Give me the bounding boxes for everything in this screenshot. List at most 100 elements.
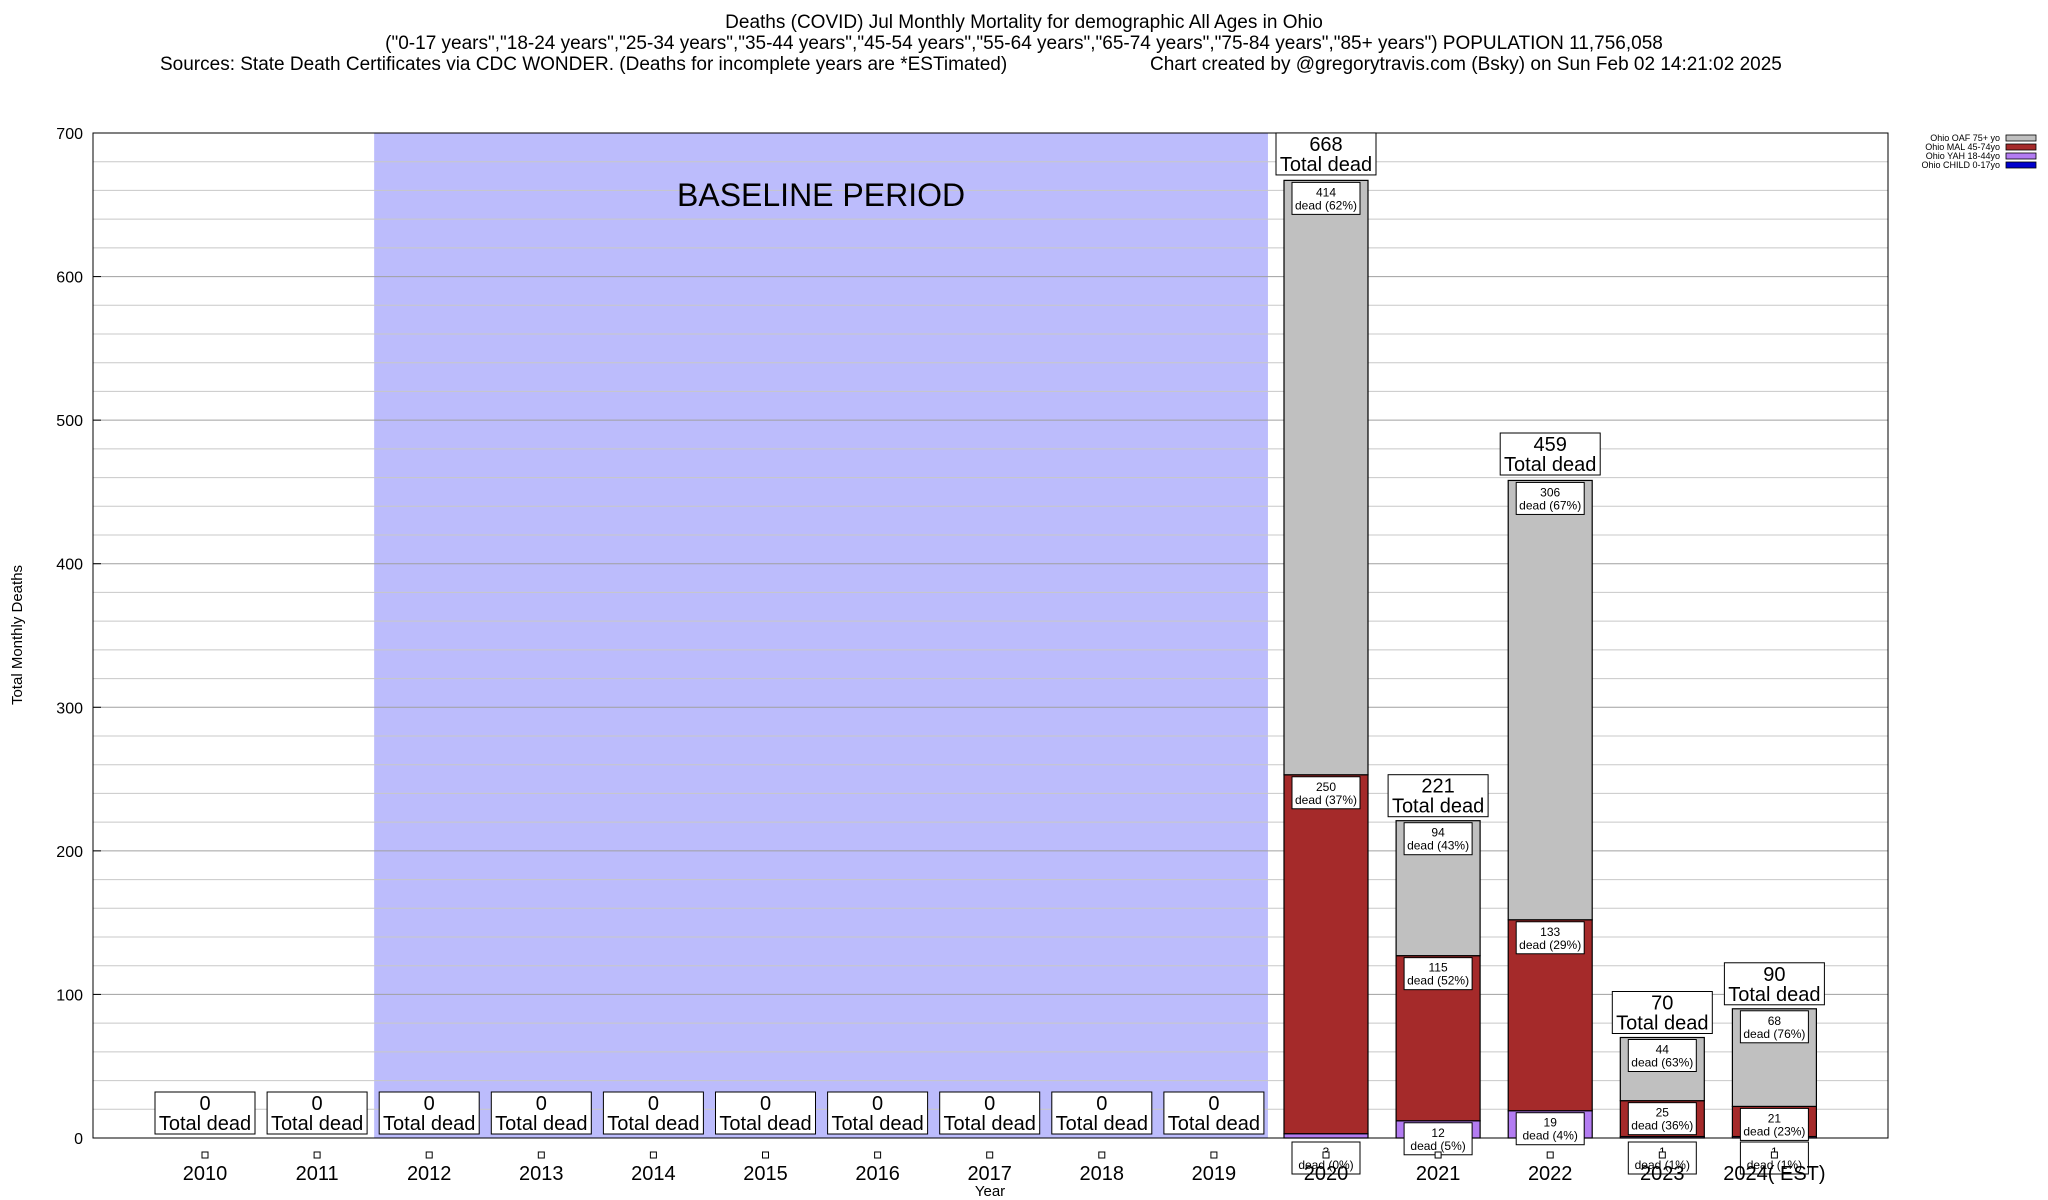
segment-pct-label: dead (63%) — [1631, 1056, 1693, 1070]
x-tick-label: 2013 — [519, 1163, 564, 1185]
legend-swatch — [2005, 152, 2037, 160]
segment-label-box — [1627, 1039, 1697, 1072]
legend-swatch — [2005, 134, 2037, 142]
total-dead-label: Total dead — [159, 1113, 251, 1135]
total-label-box — [602, 1091, 704, 1135]
legend-swatch — [2005, 143, 2037, 151]
segment-value-label: 306 — [1540, 485, 1560, 499]
total-value-label: 70 — [1651, 993, 1673, 1015]
x-tick-marker — [1322, 1151, 1330, 1159]
x-axis-label: Year — [975, 1183, 1005, 1200]
total-dead-label: Total dead — [383, 1113, 475, 1135]
chart-subtitle: ("0-17 years","18-24 years","25-34 years… — [385, 33, 1663, 54]
x-tick-label: 2024( EST) — [1723, 1163, 1825, 1185]
x-tick-label: 2019 — [1192, 1163, 1237, 1185]
segment-pct-label: dead (76%) — [1743, 1027, 1805, 1041]
chart-sources: Sources: State Death Certificates via CD… — [160, 54, 1008, 75]
x-tick-marker — [1546, 1151, 1554, 1159]
y-tick-label: 500 — [56, 413, 83, 430]
total-value-label: 668 — [1309, 134, 1342, 156]
total-dead-label: Total dead — [719, 1113, 811, 1135]
segment-pct-label: dead (43%) — [1407, 839, 1469, 853]
chart-title: Deaths (COVID) Jul Monthly Mortality for… — [725, 12, 1323, 33]
x-tick-label: 2014 — [631, 1163, 676, 1185]
bar-segment — [1283, 774, 1369, 1135]
segment-pct-label: dead (67%) — [1519, 498, 1581, 512]
total-label-box — [827, 1091, 929, 1135]
y-tick-label: 0 — [74, 1131, 83, 1148]
segment-value-label: 133 — [1540, 925, 1560, 939]
segment-label-box — [1403, 822, 1473, 856]
total-value-label: 0 — [984, 1093, 995, 1115]
x-tick-marker — [313, 1151, 321, 1159]
baseline-period-band — [374, 133, 1268, 1138]
bar-segment — [1283, 1133, 1369, 1139]
x-tick-marker — [986, 1151, 994, 1159]
segment-value-label: 21 — [1768, 1111, 1782, 1125]
segment-label-box — [1739, 1010, 1809, 1044]
total-dead-label: Total dead — [495, 1113, 587, 1135]
segment-pct-label: dead (4%) — [1523, 1129, 1578, 1143]
total-label-box — [1723, 962, 1825, 1006]
x-tick-label: 2011 — [296, 1163, 339, 1185]
x-tick-label: 2010 — [183, 1163, 228, 1185]
segment-value-label: 414 — [1316, 185, 1336, 199]
x-tick-marker — [874, 1151, 882, 1159]
x-tick-marker — [1098, 1151, 1106, 1159]
total-dead-label: Total dead — [271, 1113, 363, 1135]
total-label-box — [1051, 1091, 1153, 1135]
total-value-label: 0 — [1208, 1093, 1219, 1115]
y-tick-label: 200 — [56, 844, 83, 861]
baseline-period-label: BASELINE PERIOD — [677, 177, 965, 213]
x-tick-label: 2016 — [855, 1163, 900, 1185]
total-value-label: 0 — [424, 1093, 435, 1115]
x-tick-label: 2018 — [1080, 1163, 1125, 1185]
legend-swatch — [2005, 161, 2037, 169]
bar-segment — [1283, 179, 1369, 776]
x-tick-marker — [762, 1151, 769, 1159]
total-dead-label: Total dead — [831, 1113, 923, 1135]
total-label-box — [1499, 432, 1601, 476]
legend-label: Ohio OAF 75+ yo — [1930, 133, 2000, 143]
x-tick-marker — [201, 1151, 209, 1159]
total-value-label: 459 — [1534, 434, 1567, 456]
segment-label-box — [1515, 1112, 1585, 1146]
x-tick-label: 2017 — [967, 1163, 1012, 1185]
y-tick-label: 600 — [56, 270, 83, 287]
segment-label-box — [1627, 1102, 1697, 1136]
x-tick-marker — [537, 1151, 545, 1159]
plot-frame — [92, 132, 1889, 1139]
total-label-box — [1275, 132, 1377, 176]
legend-label: Ohio MAL 45-74yo — [1925, 142, 2000, 152]
segment-label-box — [1291, 181, 1361, 215]
total-value-label: 0 — [199, 1093, 210, 1115]
x-tick-label: 2023 — [1640, 1163, 1685, 1185]
x-tick-marker — [649, 1151, 657, 1159]
total-label-box — [1611, 991, 1713, 1034]
segment-pct-label: dead (37%) — [1295, 793, 1357, 807]
total-value-label: 221 — [1421, 776, 1454, 798]
total-dead-label: Total dead — [607, 1113, 699, 1135]
x-tick-label: 2012 — [407, 1163, 452, 1185]
x-tick-label: 2021 — [1416, 1163, 1461, 1185]
total-value-label: 90 — [1763, 964, 1785, 986]
segment-pct-label: dead (52%) — [1407, 974, 1469, 988]
segment-value-label: 25 — [1656, 1106, 1670, 1120]
x-tick-marker — [1658, 1151, 1666, 1159]
segment-value-label: 12 — [1431, 1126, 1445, 1140]
legend-label: Ohio YAH 18-44yo — [1926, 151, 2000, 161]
total-label-box — [1387, 774, 1489, 818]
total-label-box — [266, 1091, 368, 1135]
segment-value-label: 115 — [1429, 961, 1448, 975]
x-tick-marker — [1434, 1151, 1442, 1159]
segment-pct-label: dead (23%) — [1743, 1124, 1805, 1138]
segment-label-box — [1403, 957, 1473, 991]
x-tick-label: 2015 — [743, 1163, 788, 1185]
total-label-box — [939, 1091, 1041, 1135]
total-dead-label: Total dead — [1504, 454, 1596, 476]
segment-value-label: 94 — [1431, 826, 1445, 840]
total-dead-label: Total dead — [1168, 1113, 1260, 1135]
total-label-box — [490, 1091, 592, 1135]
total-value-label: 0 — [648, 1093, 659, 1115]
